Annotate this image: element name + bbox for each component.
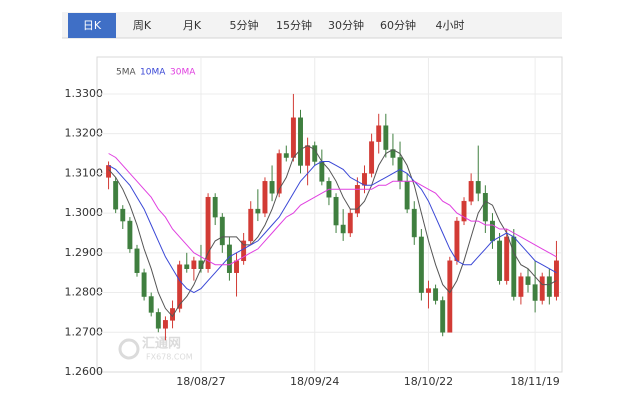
candle-body xyxy=(155,312,161,329)
candle-body xyxy=(426,288,431,293)
candle-body xyxy=(333,196,339,226)
x-tick-label: 18/09/24 xyxy=(290,375,339,388)
candle-body xyxy=(290,117,296,158)
candle-body xyxy=(411,208,417,238)
candle-body xyxy=(468,181,474,202)
candle-body xyxy=(177,264,183,309)
candle-body xyxy=(162,320,168,329)
candle-body xyxy=(283,153,289,158)
candle-body xyxy=(347,212,353,234)
candle-body xyxy=(362,173,367,186)
candle-body xyxy=(532,284,538,301)
legend-entry: 5MA xyxy=(116,68,136,78)
candle-body xyxy=(134,248,140,273)
candle-body xyxy=(511,236,517,297)
candle-body xyxy=(113,181,119,210)
candle-body xyxy=(191,260,197,269)
tab-label[interactable]: 日K xyxy=(83,19,102,32)
candle-body xyxy=(255,208,261,214)
ma-line xyxy=(108,161,557,294)
candle-body xyxy=(461,200,467,222)
candle-body xyxy=(447,260,453,333)
candle-body xyxy=(482,192,488,222)
y-tick-label: 1.2900 xyxy=(65,246,104,259)
y-tick-label: 1.3200 xyxy=(65,127,104,140)
candle-body xyxy=(212,196,218,218)
candle-body xyxy=(148,296,154,313)
candle-body xyxy=(340,224,346,234)
watermark-name: 汇通网 xyxy=(142,336,181,352)
y-tick-label: 1.2700 xyxy=(65,325,104,338)
legend-entry: 10MA xyxy=(140,68,166,78)
candle-body xyxy=(127,220,133,250)
candle-body xyxy=(376,125,382,142)
candle-body xyxy=(269,181,275,194)
ma-line xyxy=(108,153,557,266)
candle-body xyxy=(454,220,460,262)
candle-body xyxy=(248,208,254,242)
candle-body xyxy=(205,196,211,269)
candle-body xyxy=(354,185,360,214)
candle-body xyxy=(120,208,126,222)
candle-body xyxy=(418,236,424,293)
candle-body xyxy=(141,272,147,297)
candle-body xyxy=(433,288,439,301)
candle-body xyxy=(539,276,545,301)
y-tick-label: 1.2800 xyxy=(65,286,104,299)
candle-body xyxy=(312,145,318,162)
candle-body xyxy=(262,181,268,214)
tab-label[interactable]: 月K xyxy=(183,19,202,32)
candle-body xyxy=(319,161,325,182)
candle-body xyxy=(276,153,282,194)
candle-body xyxy=(518,276,524,297)
candle-body xyxy=(404,181,410,210)
candle-body xyxy=(553,260,559,297)
tab-label[interactable]: 30分钟 xyxy=(328,18,364,32)
candle-body xyxy=(475,181,481,194)
y-tick-label: 1.3300 xyxy=(65,87,104,100)
tab-bar xyxy=(62,12,562,38)
watermark: 汇通网 FX678.COM xyxy=(118,336,193,362)
x-tick-label: 18/08/27 xyxy=(176,375,225,388)
y-tick-label: 1.2600 xyxy=(65,365,104,378)
legend-entry: 30MA xyxy=(170,68,196,78)
y-tick-label: 1.3100 xyxy=(65,166,104,179)
candle-body xyxy=(369,141,375,174)
candle-body xyxy=(497,240,503,281)
tab-label[interactable]: 5分钟 xyxy=(230,18,259,32)
watermark-site: FX678.COM xyxy=(146,353,193,362)
candle-body xyxy=(219,216,225,246)
tab-label[interactable]: 60分钟 xyxy=(380,18,416,32)
x-tick-label: 18/10/22 xyxy=(404,375,453,388)
watermark-logo xyxy=(118,338,140,360)
tab-label[interactable]: 4小时 xyxy=(436,19,465,32)
candle-body xyxy=(234,260,239,273)
candle-body xyxy=(184,264,190,269)
tab-label[interactable]: 15分钟 xyxy=(276,18,312,32)
candle-body xyxy=(440,300,446,333)
tab[interactable] xyxy=(68,13,116,38)
candle-body xyxy=(298,117,303,166)
ma-line xyxy=(108,145,557,318)
tab-label[interactable]: 周K xyxy=(133,19,152,32)
candle-body xyxy=(383,125,389,150)
candle-body xyxy=(525,276,531,285)
y-tick-label: 1.3000 xyxy=(65,206,104,219)
candle-body xyxy=(241,240,247,262)
plot-frame xyxy=(96,56,563,373)
candle-body xyxy=(504,236,510,281)
candle-body xyxy=(305,145,311,166)
candle-body xyxy=(546,276,552,297)
candle-body xyxy=(490,220,495,242)
x-tick-label: 18/11/19 xyxy=(510,375,559,388)
